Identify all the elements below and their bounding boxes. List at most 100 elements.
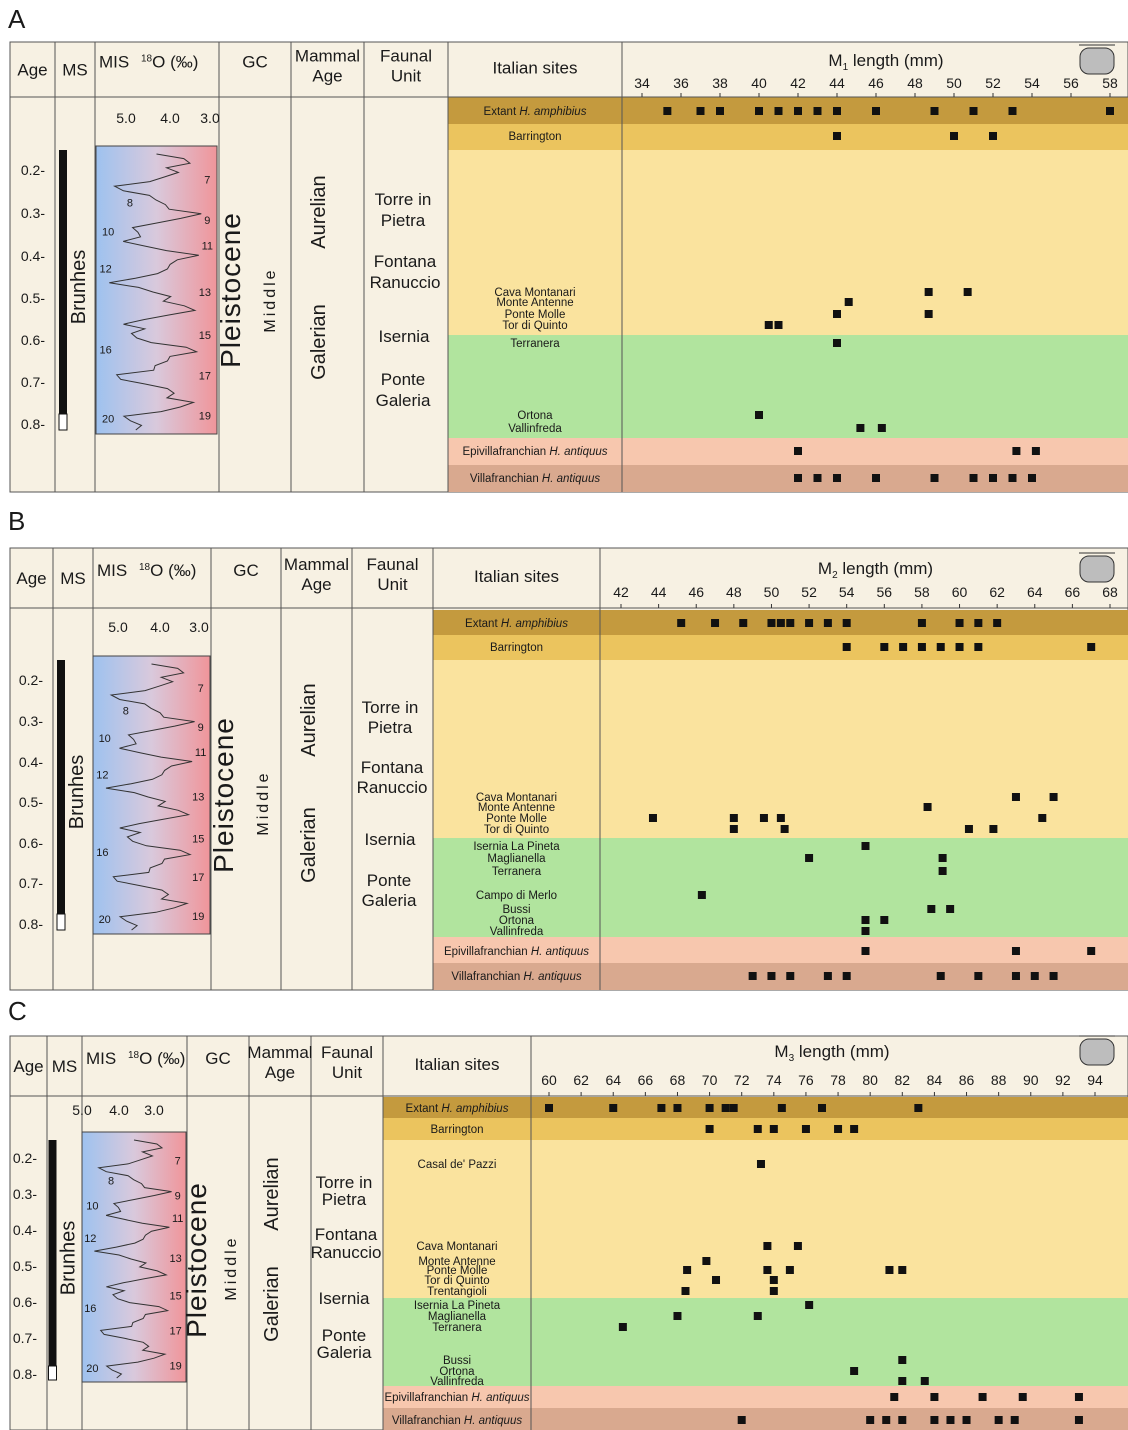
data-point	[823, 619, 832, 627]
epoch-label: Pleistocene	[181, 1182, 212, 1338]
faunal-unit-label: Ranuccio	[357, 778, 428, 797]
site-label: Villafranchian H. antiquus	[470, 473, 600, 485]
data-point	[927, 905, 936, 913]
data-point	[767, 972, 776, 980]
faunal-unit-label: Isernia	[318, 1289, 370, 1308]
site-label: Villafranchian H. antiquus	[451, 971, 581, 983]
x-tick-label: 52	[801, 584, 817, 600]
site-label: Ortona	[517, 410, 553, 422]
data-point	[805, 619, 814, 627]
header-faunal: Faunal	[380, 47, 432, 66]
site-label: Cava Montanari	[494, 287, 575, 299]
data-point	[721, 1104, 730, 1112]
mis-number: 16	[100, 344, 112, 356]
data-point	[1106, 107, 1114, 115]
mis-number: 10	[86, 1201, 98, 1213]
mammal-age-aurelian: Aurelian	[308, 175, 330, 248]
data-point	[763, 1266, 772, 1274]
age-tick-label: 0.4-	[21, 248, 45, 264]
mis-number: 15	[169, 1291, 181, 1303]
age-tick-label: 0.6-	[21, 332, 45, 348]
data-point	[697, 891, 706, 899]
mis-number: 16	[84, 1303, 96, 1315]
data-point	[716, 107, 724, 115]
data-point	[994, 1416, 1003, 1424]
x-tick-label: 50	[764, 584, 780, 600]
tooth-icon	[1079, 555, 1115, 583]
data-point	[705, 1125, 714, 1133]
site-label: Monte Antenne	[496, 297, 573, 309]
data-point	[609, 1104, 618, 1112]
site-label: Casal de' Pazzi	[418, 1159, 497, 1171]
data-point	[936, 643, 945, 651]
data-point	[989, 474, 997, 482]
faunal-unit-label: Ponte	[367, 871, 411, 890]
site-label: Trentangioli	[427, 1286, 487, 1298]
data-point	[834, 1125, 843, 1133]
data-point	[880, 916, 889, 924]
header-mis: MIS	[86, 1049, 116, 1068]
data-point	[769, 1287, 778, 1295]
brunhes-bar	[48, 1140, 57, 1366]
header-faunal: Faunal	[367, 555, 419, 574]
site-label: Campo di Merlo	[476, 890, 557, 902]
site-label: Vallinfreda	[508, 423, 562, 435]
site-label: Epivillafranchian H. antiquus	[444, 946, 589, 958]
data-point	[861, 947, 870, 955]
o18-tick-label: 5.0	[116, 110, 136, 126]
faunal-unit-label: Fontana	[315, 1225, 378, 1244]
data-point	[861, 927, 870, 935]
mis-number: 19	[199, 411, 211, 423]
data-point	[833, 474, 841, 482]
site-label: Monte Antenne	[418, 1256, 495, 1268]
age-tick-label: 0.5-	[19, 794, 43, 810]
matuyama-bar	[58, 413, 68, 431]
data-point	[729, 1104, 738, 1112]
x-tick-label: 74	[766, 1072, 782, 1088]
o18-tick-label: 5.0	[72, 1102, 92, 1118]
mis-number: 20	[99, 914, 111, 926]
data-point	[767, 619, 776, 627]
header-o18: 18O (‰)	[139, 561, 196, 580]
site-label: Ponte Molle	[486, 813, 547, 825]
data-point	[748, 972, 757, 980]
data-point	[794, 474, 802, 482]
mis-number: 20	[86, 1363, 98, 1375]
age-tick-label: 0.4-	[19, 754, 43, 770]
x-tick-label: 70	[702, 1072, 718, 1088]
data-point	[833, 310, 841, 318]
band-barrington	[448, 124, 1128, 150]
data-point	[917, 643, 926, 651]
age-tick-label: 0.5-	[13, 1258, 37, 1274]
header-unit: Unit	[332, 1063, 363, 1082]
data-point	[938, 867, 947, 875]
age-tick-label: 0.2-	[19, 672, 43, 688]
data-point	[899, 643, 908, 651]
faunal-unit-label: Galeria	[376, 391, 431, 410]
age-tick-label: 0.4-	[13, 1222, 37, 1238]
data-point	[914, 1104, 923, 1112]
polarity-label: Brunhes	[68, 250, 90, 325]
x-tick-label: 46	[688, 584, 704, 600]
x-tick-label: 48	[907, 75, 923, 91]
faunal-unit-label: Fontana	[374, 252, 437, 271]
data-point	[969, 474, 978, 482]
o18-tick-label: 3.0	[200, 110, 220, 126]
site-label: Vallinfreda	[430, 1376, 484, 1388]
header-unit: Unit	[377, 575, 408, 594]
site-label: Ortona	[439, 1366, 475, 1378]
subepoch-label: Middle	[255, 770, 272, 835]
data-point	[729, 825, 738, 833]
age-tick-label: 0.5-	[21, 290, 45, 306]
mis-number: 7	[198, 683, 204, 695]
age-tick-label: 0.3-	[13, 1186, 37, 1202]
header-age: Age	[17, 61, 47, 80]
data-point	[930, 107, 939, 115]
data-point	[769, 1276, 778, 1284]
data-point	[1008, 474, 1017, 482]
data-point	[885, 1266, 894, 1274]
